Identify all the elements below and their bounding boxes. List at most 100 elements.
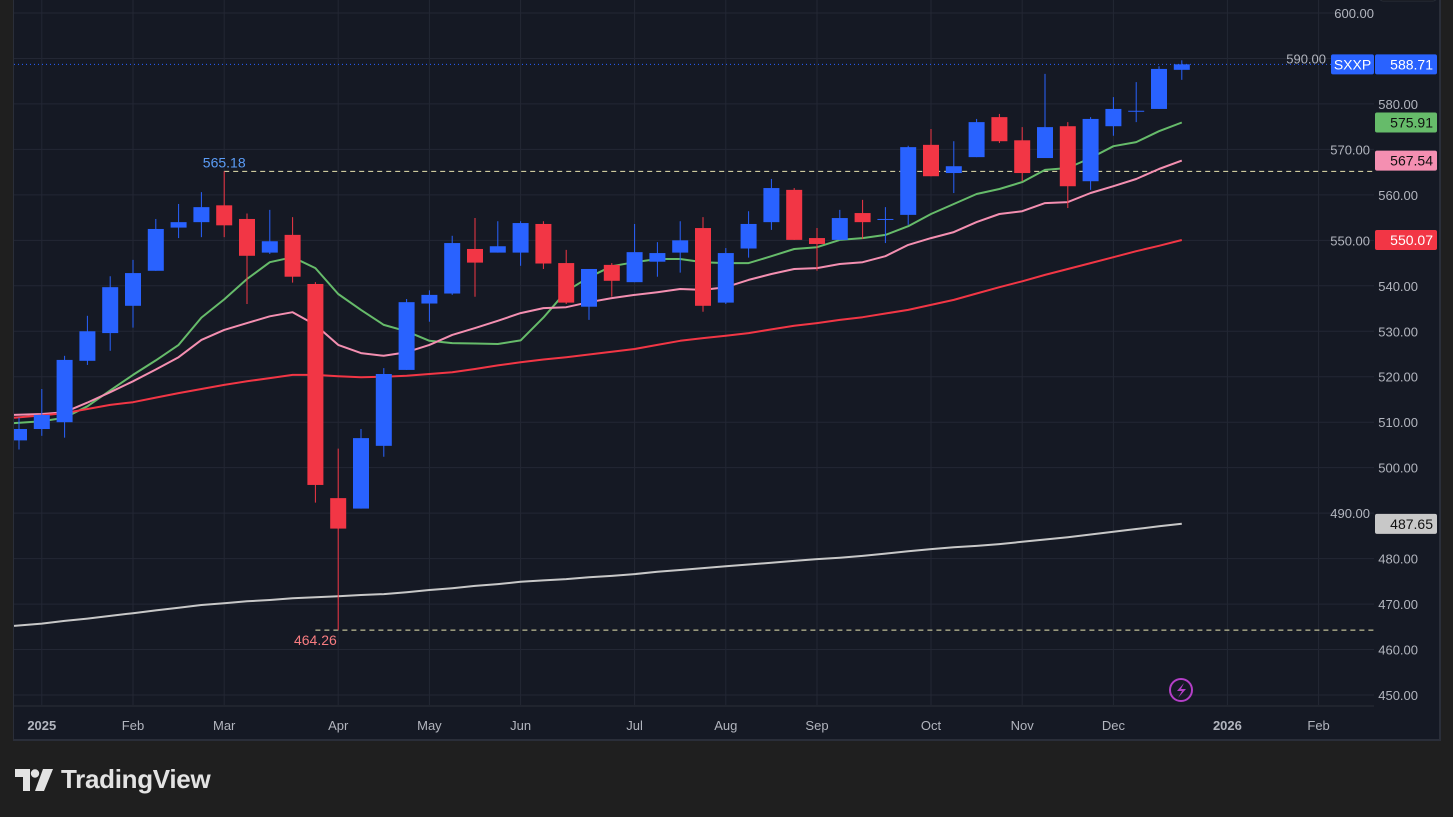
candle bbox=[740, 211, 757, 258]
last-price-badge: SXXP 588.71 bbox=[1331, 54, 1437, 75]
candle-body bbox=[444, 243, 461, 294]
ma-price-badge-bg bbox=[1375, 150, 1437, 171]
candle bbox=[1151, 66, 1167, 109]
candles bbox=[14, 60, 1190, 631]
candle-body bbox=[535, 223, 552, 264]
candle-body bbox=[1037, 127, 1053, 159]
candle-body bbox=[56, 359, 73, 423]
candle-body bbox=[307, 283, 324, 485]
candle bbox=[398, 298, 415, 370]
last-price-value: 588.71 bbox=[1390, 56, 1433, 72]
candle bbox=[923, 128, 939, 177]
ma-price-badge-text: 575.91 bbox=[1390, 115, 1433, 131]
candle-body bbox=[717, 253, 734, 303]
candle-body bbox=[216, 205, 233, 226]
x-tick-label: Aug bbox=[714, 718, 737, 733]
candle-body bbox=[353, 438, 369, 509]
moving-average-line-ma_red bbox=[14, 239, 1183, 419]
y-tick-label: 470.00 bbox=[1378, 597, 1418, 612]
candlestick-chart[interactable]: 450.00 460.00 470.00 480.00 490.00 500.00 510.… bbox=[14, 0, 1442, 741]
candle-body bbox=[398, 302, 415, 370]
candle-body bbox=[33, 414, 50, 430]
candle-body bbox=[467, 248, 483, 263]
moving-average-line-ma_green bbox=[14, 121, 1183, 425]
candle bbox=[284, 217, 301, 283]
candle bbox=[125, 259, 141, 328]
candle-body bbox=[877, 218, 894, 220]
ma-price-badge-bg bbox=[1375, 112, 1437, 133]
candle bbox=[603, 263, 620, 297]
candle bbox=[877, 207, 894, 244]
x-tick-label: Jun bbox=[510, 718, 531, 733]
lightning-icon[interactable] bbox=[1169, 678, 1193, 702]
chart-panel[interactable]: 450.00 460.00 470.00 480.00 490.00 500.00 510.… bbox=[13, 0, 1441, 741]
candle-body bbox=[831, 218, 848, 240]
candle-body bbox=[1151, 68, 1167, 109]
candle-body bbox=[991, 117, 1008, 142]
candle-body bbox=[968, 122, 985, 158]
candle-body bbox=[1014, 140, 1031, 174]
x-tick-label: Sep bbox=[805, 718, 828, 733]
x-tick-label: Oct bbox=[921, 718, 942, 733]
candle bbox=[649, 242, 666, 277]
candle bbox=[147, 218, 164, 271]
moving-average-line-ma_pink bbox=[14, 159, 1183, 416]
x-tick-label: Dec bbox=[1102, 718, 1126, 733]
moving-average-line-ma_white bbox=[14, 522, 1182, 627]
low-price-label: 464.26 bbox=[294, 632, 337, 648]
x-tick-label: Mar bbox=[213, 718, 236, 733]
ma-price-badge-bg bbox=[1375, 230, 1437, 251]
candle bbox=[14, 417, 27, 450]
candle-body bbox=[1059, 126, 1076, 187]
candle-body bbox=[14, 429, 27, 441]
candle-body bbox=[740, 223, 757, 249]
candle bbox=[968, 118, 985, 158]
candle-body bbox=[945, 166, 962, 174]
candle bbox=[945, 141, 962, 194]
candle-body bbox=[147, 228, 164, 271]
candle bbox=[854, 199, 871, 239]
ma-price-badge-bg bbox=[1375, 513, 1437, 534]
candle bbox=[239, 213, 255, 304]
y-tick-label: 600.00 bbox=[1334, 6, 1374, 21]
ma-price-badge: 550.07 bbox=[1375, 230, 1437, 251]
brand-name: TradingView bbox=[61, 764, 211, 794]
ma-price-badge: 575.91 bbox=[1375, 112, 1437, 133]
y-tick-label: 500.00 bbox=[1378, 461, 1418, 476]
candle bbox=[717, 248, 734, 304]
candle bbox=[1037, 73, 1053, 159]
candle bbox=[1128, 82, 1145, 123]
candle bbox=[831, 209, 848, 241]
y-tick-label: 570.00 bbox=[1330, 142, 1370, 157]
x-tick-label: Feb bbox=[122, 718, 144, 733]
candle bbox=[512, 221, 529, 266]
candle bbox=[1105, 97, 1122, 136]
y-tick-label: 580.00 bbox=[1378, 97, 1418, 112]
y-tick-label: 590.00 bbox=[1286, 51, 1326, 66]
last-price-badge-bg bbox=[1375, 54, 1437, 75]
candle bbox=[56, 355, 73, 438]
candle-body bbox=[900, 147, 917, 215]
candle-body bbox=[261, 241, 278, 253]
x-tick-label: Feb bbox=[1307, 718, 1329, 733]
candle bbox=[33, 389, 50, 436]
candle bbox=[763, 178, 780, 230]
y-tick-label: 450.00 bbox=[1378, 688, 1418, 703]
candle-body bbox=[193, 207, 210, 223]
tradingview-logo[interactable]: TradingView bbox=[15, 764, 211, 795]
lightning-icon-circle bbox=[1169, 678, 1193, 702]
candle bbox=[421, 290, 438, 322]
ma-price-badge-text: 567.54 bbox=[1390, 153, 1433, 169]
candle bbox=[170, 203, 187, 239]
ma-price-badge: 487.65 bbox=[1375, 513, 1437, 534]
candle bbox=[1059, 122, 1076, 209]
candle bbox=[1014, 127, 1031, 182]
candle bbox=[467, 218, 483, 297]
x-tick-label: Apr bbox=[328, 718, 349, 733]
x-tick-label: Nov bbox=[1011, 718, 1035, 733]
candle bbox=[444, 235, 461, 295]
candle bbox=[695, 217, 711, 312]
symbol-badge-bg bbox=[1331, 54, 1374, 75]
y-tick-label: 550.00 bbox=[1330, 233, 1370, 248]
candle bbox=[193, 192, 210, 238]
